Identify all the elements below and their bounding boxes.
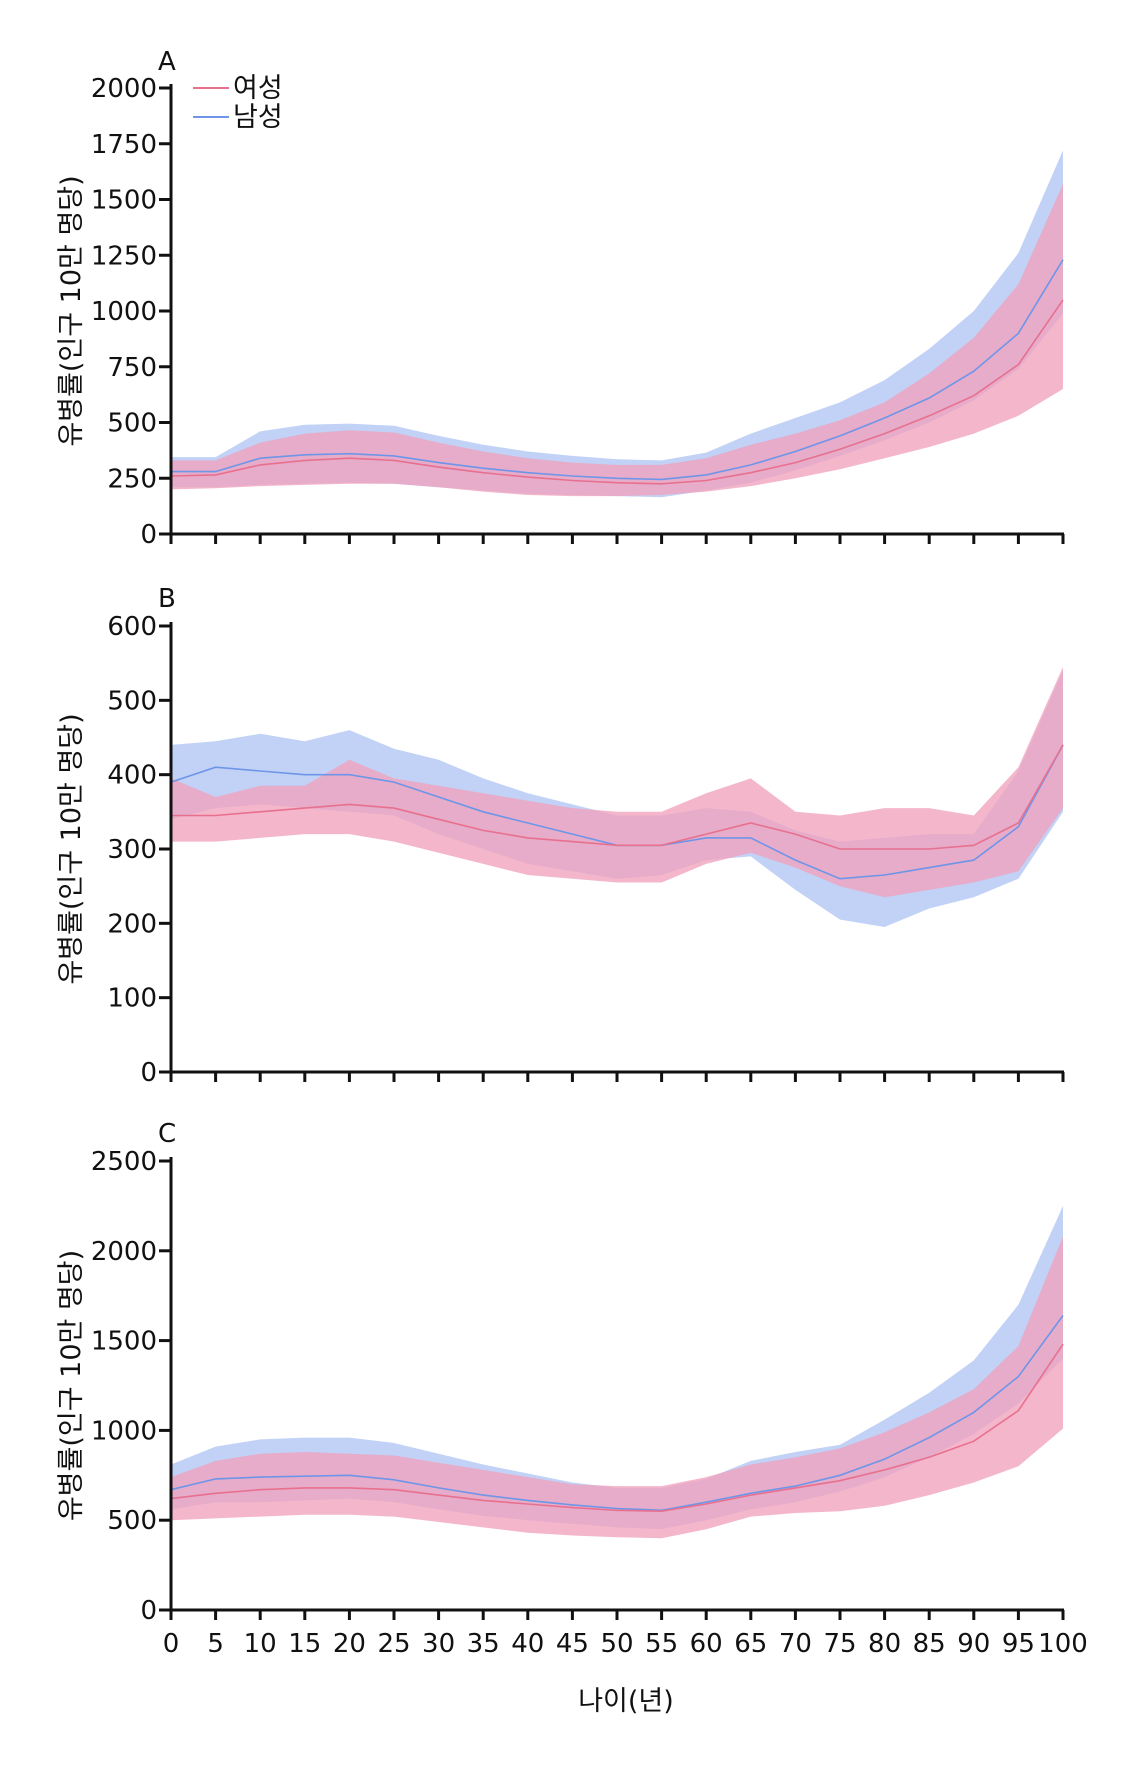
line-female-b — [171, 744, 1064, 850]
y-tick-label: 300 — [107, 835, 157, 865]
x-axis-title: 나이(년) — [578, 1686, 674, 1717]
band-female-a — [171, 183, 1063, 497]
line-female-c — [170, 1343, 1064, 1513]
y-tick-label: 600 — [107, 612, 157, 642]
y-tick-label: 250 — [107, 464, 157, 494]
x-tick-label: 80 — [868, 1629, 901, 1659]
band-male-c — [171, 1205, 1063, 1530]
x-tick-label: 10 — [244, 1629, 277, 1659]
x-tick-label: 5 — [207, 1629, 224, 1659]
x-tick-label: 35 — [467, 1629, 500, 1659]
x-tick-label: 0 — [163, 1629, 180, 1659]
y-tick-label: 1250 — [91, 241, 157, 271]
x-tick-label: 15 — [288, 1629, 321, 1659]
panel-letter: B — [158, 584, 176, 614]
y-tick-label: 400 — [107, 761, 157, 791]
band-male-a — [171, 150, 1063, 498]
x-tick-label: 40 — [511, 1629, 544, 1659]
x-tick-label: 20 — [333, 1629, 366, 1659]
y-axis-title: 유병률(인구 10만 명당) — [56, 713, 87, 984]
y-axis-title: 유병률(인구 10만 명당) — [56, 175, 87, 446]
y-tick-label: 500 — [107, 686, 157, 716]
y-axis-title: 유병률(인구 10만 명당) — [56, 1250, 87, 1521]
legend: 여성 남성 — [193, 73, 283, 133]
line-female-a — [170, 299, 1064, 485]
y-tick-label: 100 — [107, 984, 157, 1014]
x-tick-label: 100 — [1038, 1629, 1088, 1659]
x-tick-label: 25 — [377, 1629, 410, 1659]
x-tick-label: 65 — [734, 1629, 767, 1659]
panel-letter: A — [158, 47, 176, 77]
band-female-b — [171, 666, 1063, 898]
line-male-c — [170, 1315, 1064, 1512]
x-tick-label: 70 — [779, 1629, 812, 1659]
x-tick-label: 85 — [913, 1629, 946, 1659]
x-tick-label: 30 — [422, 1629, 455, 1659]
x-tick-label: 90 — [957, 1629, 990, 1659]
legend-male-label: 남성 — [233, 102, 283, 133]
x-tick-label: 50 — [600, 1629, 633, 1659]
y-tick-label: 0 — [140, 1596, 157, 1626]
y-tick-label: 2500 — [91, 1147, 157, 1177]
y-tick-label: 1500 — [91, 1327, 157, 1357]
y-tick-label: 1000 — [91, 1416, 157, 1446]
y-tick-label: 0 — [140, 1058, 157, 1088]
x-tick-label: 95 — [1002, 1629, 1035, 1659]
y-tick-label: 1500 — [91, 186, 157, 216]
legend-female-label: 여성 — [233, 73, 283, 104]
y-tick-label: 1750 — [91, 130, 157, 160]
x-tick-label: 60 — [690, 1629, 723, 1659]
y-tick-label: 0 — [140, 520, 157, 550]
y-tick-label: 2000 — [91, 1237, 157, 1267]
y-tick-label: 500 — [107, 409, 157, 439]
band-female-c — [171, 1236, 1063, 1539]
line-male-a — [171, 259, 1064, 481]
panel-letter: C — [158, 1119, 176, 1149]
x-tick-label: 75 — [823, 1629, 856, 1659]
x-tick-label: 55 — [645, 1629, 678, 1659]
y-tick-label: 500 — [107, 1506, 157, 1536]
y-tick-label: 2000 — [91, 74, 157, 104]
y-tick-label: 1000 — [91, 297, 157, 327]
y-tick-label: 750 — [107, 353, 157, 383]
x-tick-label: 45 — [556, 1629, 589, 1659]
y-tick-label: 200 — [107, 909, 157, 939]
